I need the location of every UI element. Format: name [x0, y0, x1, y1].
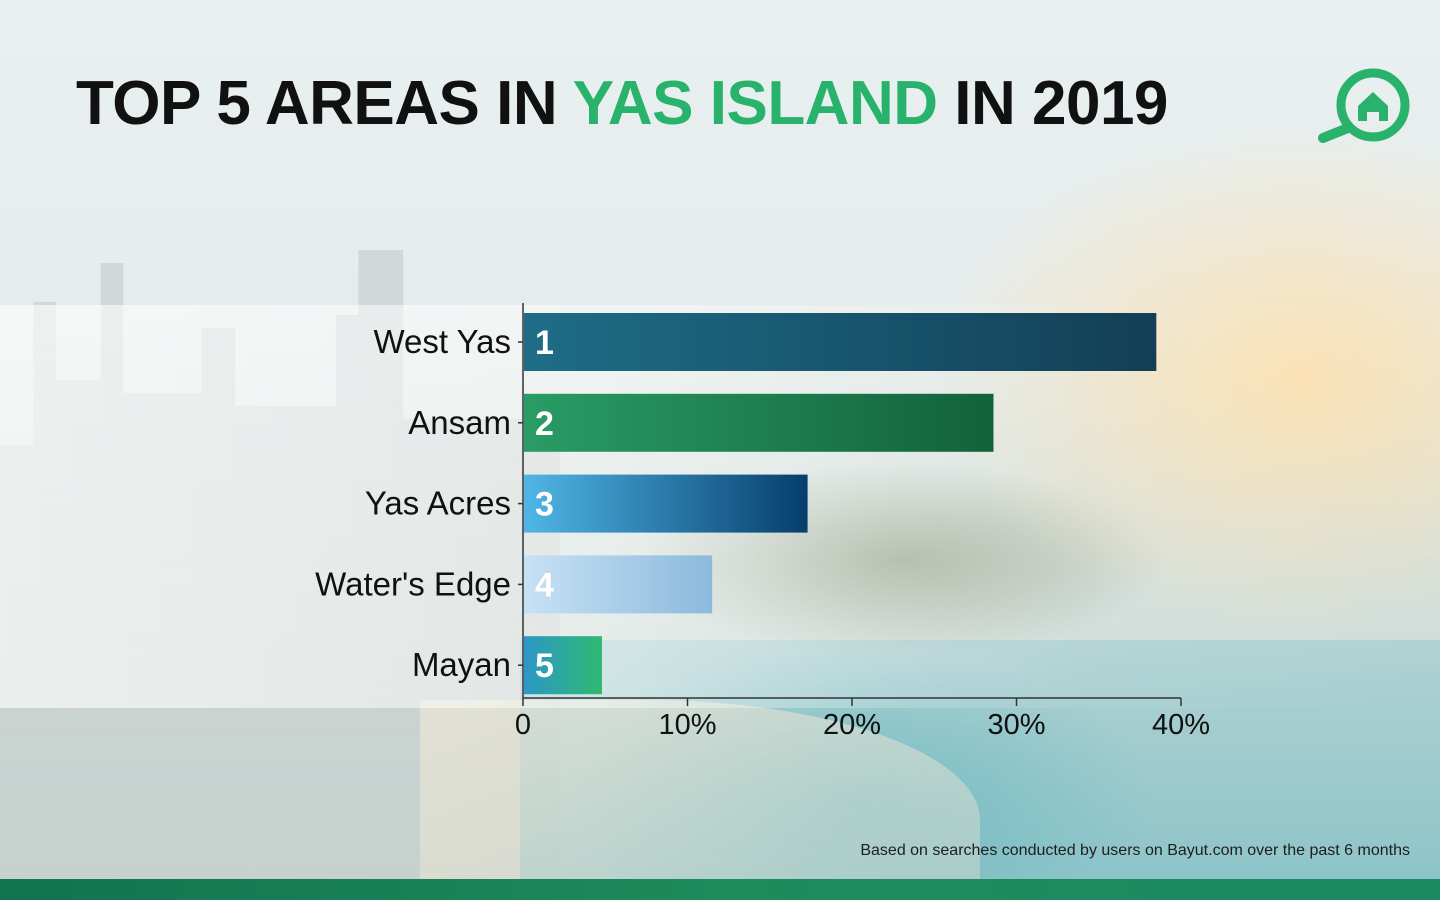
page-title: TOP 5 AREAS IN YAS ISLAND IN 2019: [76, 66, 1168, 142]
title-part-1: TOP 5 AREAS IN: [76, 69, 558, 138]
x-tick-label: 40%: [1152, 709, 1210, 741]
bar-3: [524, 474, 808, 533]
house-search-icon: [1318, 68, 1410, 143]
bar-rank-label: 2: [535, 405, 554, 443]
title-accent: YAS ISLAND: [572, 69, 938, 138]
bar-4: [524, 555, 713, 614]
bar-rank-label: 1: [535, 324, 554, 362]
bar-1: [524, 313, 1157, 371]
footer-bar: [0, 879, 1440, 900]
bar-2: [524, 393, 994, 452]
category-label: West Yas: [373, 323, 511, 360]
x-tick-label: 20%: [823, 709, 881, 741]
category-label: Water's Edge: [315, 565, 511, 602]
x-tick-label: 30%: [987, 709, 1045, 741]
bar-rank-label: 5: [535, 647, 554, 685]
bar-rank-label: 4: [535, 566, 554, 604]
footnote: Based on searches conducted by users on …: [860, 842, 1410, 859]
brand-logo: [1316, 66, 1414, 146]
bar-5: [524, 636, 602, 695]
title-part-2: IN 2019: [954, 69, 1168, 138]
category-label: Ansam: [408, 404, 511, 441]
category-label: Mayan: [412, 646, 511, 683]
x-tick-label: 0: [515, 709, 531, 741]
bar-rank-label: 3: [535, 486, 554, 524]
category-label: Yas Acres: [365, 485, 511, 522]
x-tick-label: 10%: [658, 709, 716, 741]
